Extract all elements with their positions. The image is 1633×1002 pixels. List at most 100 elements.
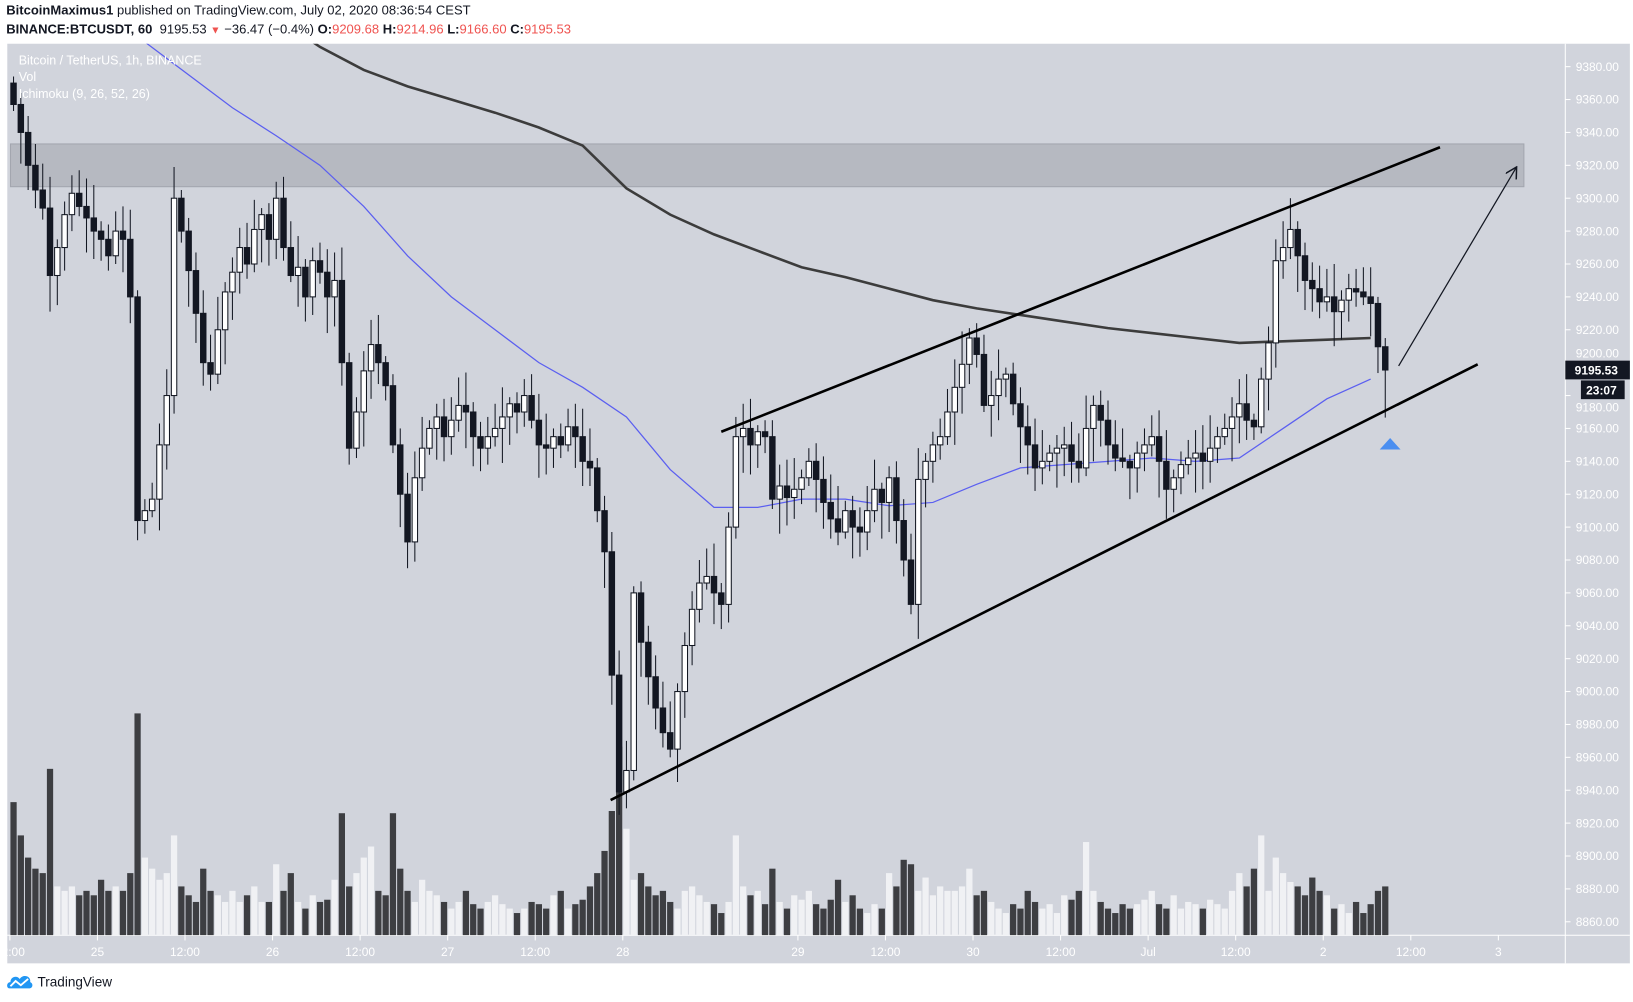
candle: [127, 209, 134, 324]
candle: [1039, 430, 1046, 485]
candle: [688, 591, 696, 666]
volume-bar: [579, 899, 586, 936]
volume-bar: [76, 895, 83, 936]
candle-body: [46, 207, 54, 277]
candle: [360, 351, 367, 447]
volume-bar: [1338, 904, 1345, 936]
candle-body: [601, 510, 608, 553]
volume-bar: [112, 886, 119, 936]
volume-bar: [287, 873, 294, 936]
volume-bar: [491, 895, 499, 936]
last-price: 9195.53: [159, 21, 207, 37]
candle-body: [426, 427, 433, 449]
volume-bar: [1177, 908, 1185, 936]
candle-body: [1017, 403, 1024, 428]
volume-bar: [163, 873, 170, 936]
candle-body: [579, 436, 586, 462]
candle: [1206, 415, 1214, 483]
time-tick-label: 12:00: [0, 945, 25, 959]
candle: [944, 388, 951, 445]
volume-bar: [1228, 890, 1236, 936]
price-tick-label: 9280.00: [1576, 224, 1620, 238]
candle: [200, 290, 207, 386]
candle-body: [1338, 299, 1345, 313]
volume-bar: [878, 908, 885, 936]
candle: [1053, 435, 1061, 488]
candle: [75, 170, 83, 217]
candle-body: [1039, 460, 1046, 469]
volume-bar: [39, 873, 46, 936]
candle-body: [105, 238, 112, 257]
candle: [367, 319, 375, 399]
candle: [163, 369, 170, 470]
candle: [185, 217, 192, 307]
candle: [820, 456, 827, 529]
candle-body: [1228, 416, 1236, 429]
candle: [141, 499, 149, 534]
candle-body: [1243, 403, 1250, 421]
author-name[interactable]: BitcoinMaximus1: [6, 3, 114, 18]
volume-bar: [995, 908, 1002, 936]
volume-bar: [207, 890, 214, 936]
legend-ichimoku: Ichimoku (9, 26, 52, 26): [19, 87, 150, 101]
candle: [608, 532, 616, 705]
volume-bar: [1039, 908, 1046, 936]
volume-bar: [448, 908, 455, 936]
candle-body: [936, 436, 944, 446]
candle-body: [1104, 419, 1112, 446]
candle: [10, 76, 17, 112]
tradingview-logo[interactable]: TradingView: [6, 973, 112, 990]
price-tick-label: 9380.00: [1576, 60, 1620, 74]
high-value: 9214.96: [396, 21, 444, 37]
candle: [783, 459, 791, 526]
price-axis[interactable]: 9380.00 9360.00 9340.00 9320.00 9300.00 9280.…: [1565, 60, 1619, 929]
candle: [936, 418, 944, 460]
candle: [521, 379, 528, 427]
candle-body: [499, 416, 506, 429]
time-tick-label: Jul: [1140, 945, 1155, 959]
candle-body: [1185, 457, 1192, 466]
candle: [1163, 430, 1170, 519]
volume-bar: [623, 828, 630, 936]
volume-bar: [462, 890, 470, 936]
candle-body: [229, 271, 236, 293]
candle: [1141, 428, 1148, 472]
candle-body: [418, 447, 426, 479]
candle: [579, 408, 586, 486]
candle: [564, 408, 572, 452]
candle: [761, 420, 769, 454]
volume-bar: [893, 886, 900, 936]
candle: [951, 359, 959, 445]
volume-bar: [484, 901, 491, 936]
candle: [696, 559, 703, 623]
candle: [54, 239, 61, 306]
volume-bar: [265, 901, 273, 936]
volume-bar: [105, 890, 112, 936]
volume-bar: [820, 908, 827, 936]
candle: [842, 500, 849, 539]
candle-body: [637, 592, 645, 643]
candle-body: [1287, 228, 1294, 249]
candle: [747, 398, 754, 475]
candle: [17, 92, 25, 164]
candle-body: [477, 436, 484, 449]
volume-bar: [25, 857, 32, 936]
candle: [666, 701, 674, 758]
time-axis[interactable]: 12:00 25 12:00 26 12:00 27 12:00 28 29 12:00 30 12:…: [0, 935, 1502, 959]
volume-bar: [32, 868, 39, 936]
candle: [426, 420, 433, 455]
candle: [615, 650, 623, 815]
volume-bar: [688, 886, 696, 936]
candle-body: [309, 260, 316, 298]
candle: [1024, 405, 1031, 475]
candle: [1104, 400, 1112, 465]
price-tick-label: 9160.00: [1576, 422, 1620, 436]
volume-bar: [761, 904, 769, 936]
volume-bar: [1250, 868, 1258, 936]
candle-body: [966, 337, 973, 365]
candle: [1112, 420, 1119, 472]
candle-body: [1301, 255, 1309, 281]
price-tick-label: 9360.00: [1576, 93, 1620, 107]
candle: [754, 425, 762, 468]
